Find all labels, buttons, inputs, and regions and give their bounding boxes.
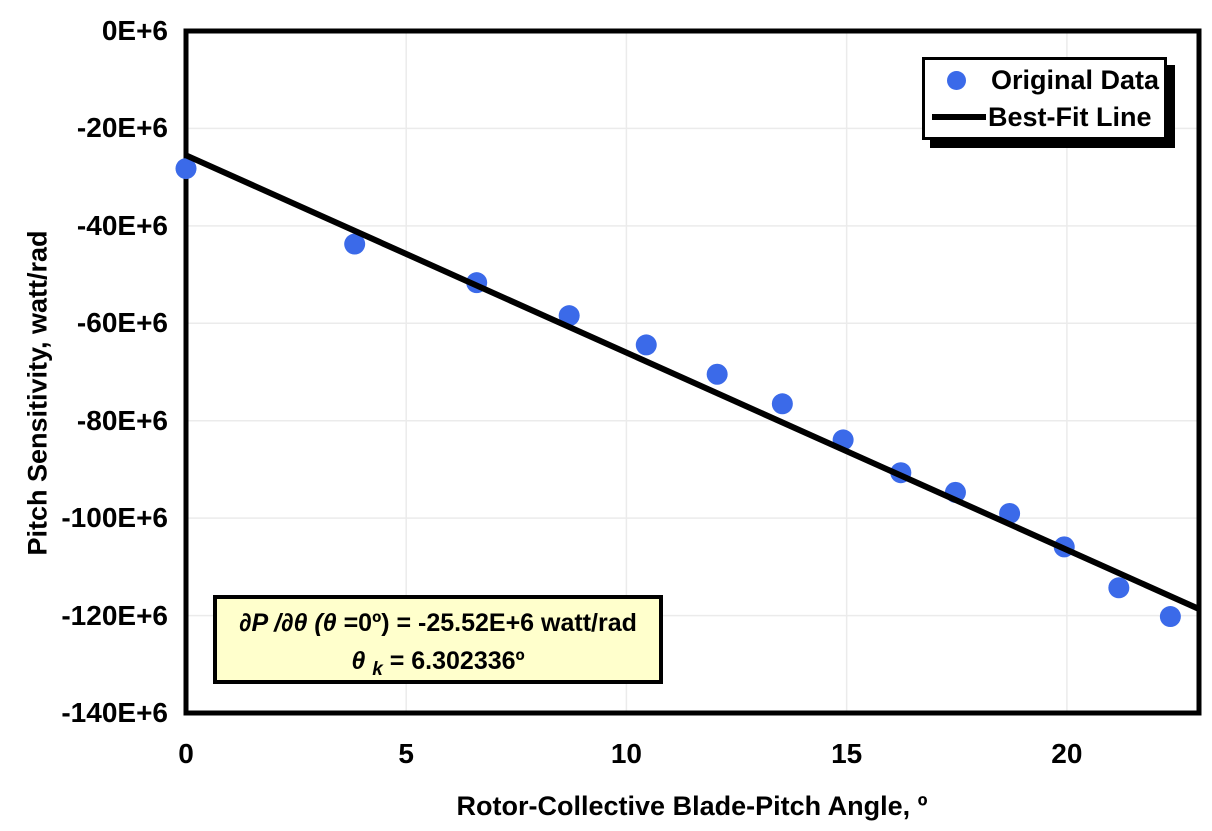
x-tick-label: 15 xyxy=(831,738,863,769)
data-point xyxy=(175,158,197,180)
data-point xyxy=(1108,577,1130,599)
legend-label: Original Data xyxy=(991,64,1160,95)
best-fit-line xyxy=(184,152,1201,612)
y-tick-label: -20E+6 xyxy=(76,112,168,144)
data-point xyxy=(706,363,728,385)
x-axis-title: Rotor-Collective Blade-Pitch Angle, º xyxy=(456,791,928,821)
data-point xyxy=(771,393,793,415)
data-point xyxy=(344,233,366,255)
y-tick-label: -140E+6 xyxy=(61,697,168,728)
annotation-box: ∂P /∂θ (θ =0º) = -25.52E+6 watt/rad θ k … xyxy=(213,595,663,684)
y-tick-label: -60E+6 xyxy=(76,307,168,339)
legend-item-original-data: Original Data xyxy=(925,62,1164,99)
legend-item-best-fit-line: Best-Fit Line xyxy=(925,99,1164,136)
annotation-text-part: = 6.302336º xyxy=(382,647,525,675)
annotation-text-part: =0º) = -25.52E+6 watt/rad xyxy=(343,609,637,637)
line-marker-icon xyxy=(932,114,986,120)
scatter-marker-icon xyxy=(947,70,966,90)
annotation-line-1: ∂P /∂θ (θ =0º) = -25.52E+6 watt/rad xyxy=(217,604,659,642)
x-tick-label: 20 xyxy=(1051,738,1083,769)
legend: Original Data Best-Fit Line xyxy=(922,57,1167,140)
data-point xyxy=(1159,606,1181,628)
x-tick-label: 0 xyxy=(178,738,194,769)
x-tick-label: 5 xyxy=(398,738,414,769)
y-tick-label: -80E+6 xyxy=(76,404,168,436)
data-point xyxy=(635,334,657,356)
legend-label: Best-Fit Line xyxy=(988,101,1152,132)
plot-border xyxy=(183,28,1202,716)
y-tick-label: 0E+6 xyxy=(101,15,168,46)
y-axis-title: Pitch Sensitivity, watt/rad xyxy=(22,230,53,556)
x-tick-label: 10 xyxy=(610,738,642,769)
y-tick-label: -120E+6 xyxy=(61,599,168,631)
data-point xyxy=(558,305,580,327)
annotation-line-2: θ k = 6.302336º xyxy=(217,642,659,689)
y-tick-label: -100E+6 xyxy=(61,502,168,534)
annotation-text-part: ∂P /∂θ (θ xyxy=(239,609,344,637)
y-tick-label: -40E+6 xyxy=(76,209,168,241)
annotation-text-part: k xyxy=(372,659,383,680)
annotation-text-part: θ xyxy=(351,647,373,675)
